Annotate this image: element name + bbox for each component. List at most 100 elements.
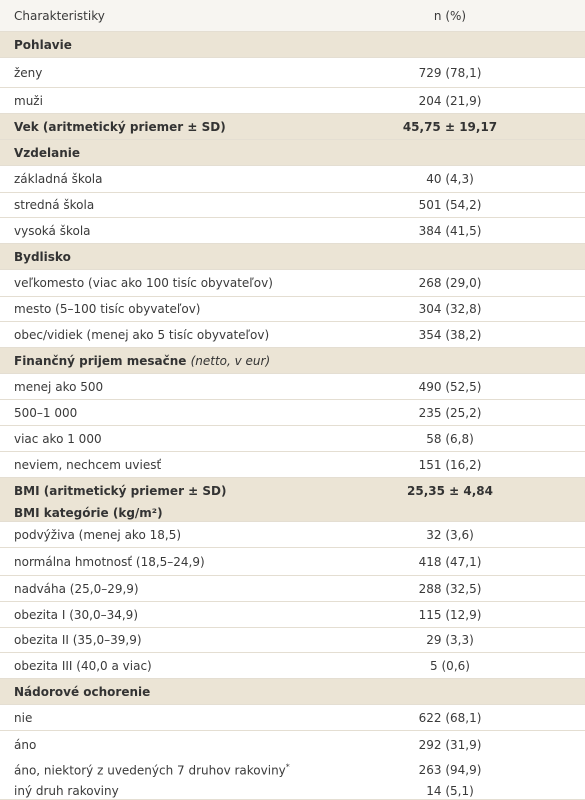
row-label: BMI (aritmetický priemer ± SD) [14,484,226,498]
item-row: obezita III (40,0 a viac) 5 (0,6) [0,653,585,679]
row-value: 40 (4,3) [426,172,474,186]
row-label: áno [14,738,36,752]
row-value: 622 (68,1) [418,710,482,725]
label-italic: (netto, v eur) [190,353,271,368]
row-label: obezita II (35,0–39,9) [14,633,142,647]
row-value: 58 (6,8) [426,431,474,446]
label-text: neviem, nechcem uviesť [14,457,162,472]
label-text: obec/vidiek (menej ako 5 tisíc obyvateľo… [14,327,270,342]
row-value: 25,35 ± 4,84 [407,484,493,498]
row-label: základná škola [14,172,102,186]
label-text: iný druh rakoviny [14,783,119,798]
row-label: muži [14,94,43,108]
row-label: 500–1 000 [14,406,77,420]
item-row: podvýživa (menej ako 18,5) 32 (3,6) [0,522,585,548]
section-row: BMI (aritmetický priemer ± SD) 25,35 ± 4,… [0,478,585,504]
label-text: ženy [14,65,43,80]
label-text: Vzdelanie [14,145,81,160]
item-row: viac ako 1 000 58 (6,8) [0,426,585,452]
section-row: Vzdelanie [0,140,585,166]
label-text: Vek (aritmetický priemer ± SD) [14,119,226,134]
item-row: muži 204 (21,9) [0,88,585,114]
row-label: nie [14,711,32,725]
row-label: iný druh rakoviny [14,784,119,798]
row-value: 115 (12,9) [418,607,482,622]
section-row: Pohlavie [0,32,585,58]
item-row: menej ako 500 490 (52,5) [0,374,585,400]
item-row: vysoká škola 384 (41,5) [0,218,585,244]
label-text: áno, niektorý z uvedených 7 druhov rakov… [14,763,286,778]
row-label: podvýživa (menej ako 18,5) [14,528,181,542]
item-row: stredná škola 501 (54,2) [0,193,585,218]
header-row: Charakteristiky n (%) [0,0,585,32]
row-value: 490 (52,5) [418,379,482,394]
label-text: základná škola [14,172,103,186]
section-row: Finančný prijem mesačne (netto, v eur) [0,348,585,374]
row-value: 288 (32,5) [418,581,482,596]
label-text: Bydlisko [14,249,71,264]
section-row: Bydlisko [0,244,585,270]
item-row: nadváha (25,0–29,9) 288 (32,5) [0,576,585,602]
item-row: veľkomesto (viac ako 100 tisíc obyvateľo… [0,270,585,297]
row-label: ženy [14,66,42,80]
row-label: obec/vidiek (menej ako 5 tisíc obyvateľo… [14,328,269,342]
row-label: normálna hmotnosť (18,5–24,9) [14,555,205,569]
item-row: ženy 729 (78,1) [0,58,585,88]
label-text: BMI kategórie (kg/m²) [14,505,163,520]
row-value: 29 (3,3) [426,633,474,647]
row-label: neviem, nechcem uviesť [14,458,161,472]
item-row: neviem, nechcem uviesť 151 (16,2) [0,452,585,478]
row-label: Pohlavie [14,38,72,52]
row-value: 151 (16,2) [418,457,482,472]
item-row: obec/vidiek (menej ako 5 tisíc obyvateľo… [0,322,585,348]
label-text: Pohlavie [14,37,72,52]
row-label: mesto (5–100 tisíc obyvateľov) [14,302,201,316]
item-row: áno 292 (31,9) [0,731,585,758]
row-value: 14 (5,1) [426,783,474,798]
label-text: Finančný prijem mesačne [14,353,191,368]
row-label: Vzdelanie [14,146,80,160]
item-row: iný druh rakoviny 14 (5,1) [0,782,585,800]
label-text: muži [14,93,43,108]
row-label: áno, niektorý z uvedených 7 druhov rakov… [14,763,290,778]
section-row: Nádorové ochorenie [0,679,585,705]
header-label: Charakteristiky [14,8,105,23]
label-text: Nádorové ochorenie [14,684,151,699]
row-label: Nádorové ochorenie [14,685,150,699]
row-label: veľkomesto (viac ako 100 tisíc obyvateľo… [14,276,273,290]
label-text: stredná škola [14,198,95,212]
label-text: obezita II (35,0–39,9) [14,633,142,647]
row-label: Vek (aritmetický priemer ± SD) [14,120,226,134]
row-label: obezita I (30,0–34,9) [14,608,138,622]
row-value: 32 (3,6) [426,527,474,542]
item-row: nie 622 (68,1) [0,705,585,731]
row-value: 729 (78,1) [418,65,482,80]
row-value: 45,75 ± 19,17 [402,119,498,134]
label-text: nie [14,710,33,725]
row-value: 418 (47,1) [418,554,482,569]
row-value: 292 (31,9) [418,737,482,752]
label-text: obezita III (40,0 a viac) [14,658,152,673]
label-text: normálna hmotnosť (18,5–24,9) [14,554,205,569]
label-text: obezita I (30,0–34,9) [14,607,139,622]
item-row: normálna hmotnosť (18,5–24,9) 418 (47,1) [0,548,585,576]
row-value: 5 (0,6) [430,658,470,673]
label-text: BMI (aritmetický priemer ± SD) [14,484,227,498]
label-text: viac ako 1 000 [14,431,102,446]
row-label: Bydlisko [14,250,71,264]
row-label: stredná škola [14,198,94,212]
row-value: 204 (21,9) [418,93,482,108]
row-label: Finančný prijem mesačne (netto, v eur) [14,354,270,368]
row-value: 501 (54,2) [418,198,482,212]
label-text: veľkomesto (viac ako 100 tisíc obyvateľo… [14,276,273,290]
section-row: BMI kategórie (kg/m²) [0,504,585,522]
row-value: 263 (94,9) [418,763,482,777]
row-value: 268 (29,0) [418,276,482,290]
item-row: áno, niektorý z uvedených 7 druhov rakov… [0,758,585,782]
section-row: Vek (aritmetický priemer ± SD) 45,75 ± 19… [0,114,585,140]
label-text: vysoká škola [14,223,91,238]
row-value: 354 (38,2) [418,327,482,342]
item-row: základná škola 40 (4,3) [0,166,585,193]
item-row: obezita I (30,0–34,9) 115 (12,9) [0,602,585,628]
